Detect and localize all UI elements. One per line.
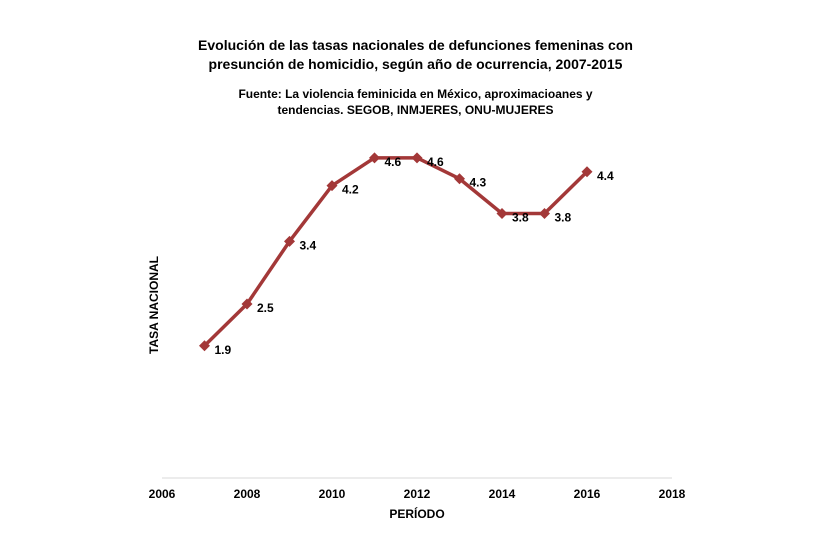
data-point-marker [539,208,550,220]
chart-subtitle: Fuente: La violencia feminicida en Méxic… [0,86,831,118]
data-label: 1.9 [215,343,232,357]
x-tick-label: 2016 [574,487,601,501]
x-tick-label: 2010 [319,487,346,501]
data-point-marker [369,152,380,164]
data-label: 4.2 [342,183,359,197]
data-label: 2.5 [257,301,274,315]
data-label: 3.8 [512,211,529,225]
x-tick-label: 2014 [489,487,516,501]
x-tick-label: 2012 [404,487,431,501]
x-axis-label: PERÍODO [389,506,444,521]
data-point-marker [411,152,423,164]
data-point-marker [581,166,593,178]
data-point-marker [284,235,295,247]
data-point-marker [241,298,253,310]
chart-subtitle-line-2: tendencias. SEGOB, INMJERES, ONU-MUJERES [277,103,554,117]
chart-title-line-1: Evolución de las tasas nacionales de def… [198,37,633,53]
chart-title: Evolución de las tasas nacionales de def… [0,36,831,74]
chart-title-line-2: presunción de homicidio, según año de oc… [208,56,623,72]
series-group: 1.9 2.5 3.4 4.2 4.6 4.6 4.3 3.8 3.8 4.4 [199,152,614,357]
x-tick-label: 2018 [659,487,686,501]
x-tick-labels: 2006 2008 2010 2012 2014 2016 2018 [149,487,686,501]
data-label: 4.6 [427,155,444,169]
y-axis-label: TASA NACIONAL [147,256,161,354]
x-tick-label: 2008 [234,487,261,501]
data-label: 4.6 [385,155,402,169]
data-label: 3.4 [300,238,317,252]
data-point-marker [326,180,338,192]
x-tick-label: 2006 [149,487,176,501]
series-line [203,156,589,348]
data-label: 4.3 [470,176,487,190]
chart-subtitle-line-1: Fuente: La violencia feminicida en Méxic… [238,87,593,101]
data-point-marker [454,173,465,185]
data-label: 3.8 [555,211,572,225]
data-point-marker [199,340,210,352]
data-point-marker [496,208,508,220]
data-label: 4.4 [597,169,614,183]
